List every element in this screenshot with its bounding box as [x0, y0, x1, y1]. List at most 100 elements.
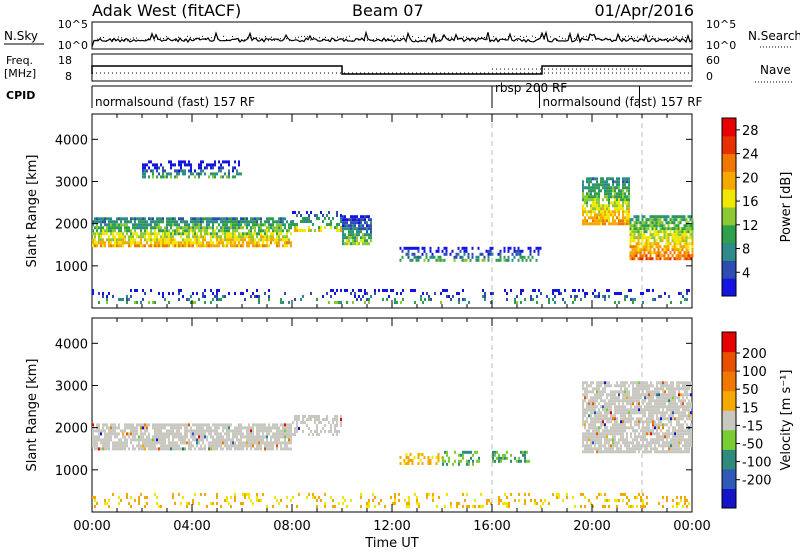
velocity-cell — [176, 426, 178, 430]
velocity-cell — [628, 393, 630, 397]
velocity-cell — [600, 417, 602, 421]
velocity-cell — [604, 387, 606, 391]
power-cell — [342, 218, 344, 222]
power-cell — [620, 292, 622, 295]
velocity-cell — [650, 381, 652, 385]
power-cell — [336, 229, 338, 232]
velocity-cell — [306, 418, 308, 421]
power-cell — [516, 295, 518, 298]
velocity-cell — [668, 396, 670, 400]
power-cell — [598, 186, 600, 190]
power-cell — [517, 252, 520, 256]
power-cell — [232, 166, 234, 170]
power-cell — [276, 244, 278, 248]
velocity-cell — [648, 399, 650, 403]
velocity-cell — [524, 493, 526, 496]
power-cell — [262, 241, 264, 245]
velocity-cell — [610, 417, 612, 421]
velocity-cell — [164, 435, 166, 439]
velocity-cell — [296, 421, 298, 424]
velocity-cell — [268, 429, 270, 433]
power-cell — [629, 236, 632, 240]
velocity-cell — [421, 453, 424, 456]
velocity-cell — [622, 426, 624, 430]
velocity-cell — [216, 438, 218, 442]
velocity-cell — [244, 441, 246, 445]
power-cell — [184, 241, 186, 245]
power-cell — [170, 175, 172, 179]
velocity-cell — [634, 420, 636, 424]
velocity-cell — [146, 502, 148, 505]
power-cell — [651, 218, 654, 222]
power-cell — [588, 183, 590, 187]
power-cell — [592, 216, 594, 220]
velocity-cell — [582, 444, 584, 448]
velocity-cell — [620, 384, 622, 388]
velocity-cell — [240, 426, 242, 430]
power-cell — [198, 244, 200, 248]
velocity-cell — [656, 411, 658, 415]
power-cell — [521, 258, 524, 262]
velocity-cell — [686, 402, 688, 406]
velocity-cell — [230, 429, 232, 433]
velocity-cell — [276, 499, 278, 502]
power-cell — [596, 216, 598, 220]
velocity-cell — [690, 438, 692, 442]
velocity-cell — [598, 493, 600, 496]
power-cell — [140, 220, 142, 224]
power-cell — [539, 246, 542, 250]
velocity-cell — [144, 444, 146, 448]
power-cell — [294, 229, 296, 232]
power-cell — [681, 230, 684, 234]
power-cell — [412, 289, 414, 292]
power-cell — [170, 166, 172, 170]
power-cell — [158, 220, 160, 224]
velocity-cell — [204, 423, 206, 427]
velocity-cell — [658, 402, 660, 406]
velocity-cell — [276, 441, 278, 445]
power-cell — [649, 215, 652, 219]
velocity-cell — [592, 450, 594, 454]
power-cell — [122, 238, 124, 242]
velocity-cell — [682, 505, 684, 508]
power-cell — [687, 230, 690, 234]
velocity-cell — [114, 426, 116, 430]
power-cell — [364, 227, 366, 231]
velocity-cell — [190, 426, 192, 430]
power-cell — [188, 235, 190, 239]
power-cell — [184, 238, 186, 242]
power-cell — [358, 224, 360, 228]
velocity-cell — [672, 447, 674, 451]
velocity-cell — [256, 441, 258, 445]
power-cell — [643, 227, 646, 231]
velocity-cell — [684, 399, 686, 403]
velocity-cell — [596, 438, 598, 442]
power-cell — [228, 169, 230, 173]
velocity-cell — [112, 493, 114, 496]
velocity-cell — [252, 426, 254, 430]
velocity-cell — [588, 499, 590, 502]
velocity-cell — [602, 444, 604, 448]
power-cell — [507, 255, 510, 259]
power-cell — [178, 160, 180, 164]
power-cell — [594, 289, 596, 292]
velocity-cell — [498, 459, 500, 463]
power-cell — [254, 244, 256, 248]
velocity-cell — [664, 381, 666, 385]
power-cell — [192, 223, 194, 227]
power-cell — [212, 217, 214, 221]
velocity-cell — [676, 450, 678, 454]
velocity-cell — [690, 432, 692, 436]
velocity-cell — [604, 381, 606, 385]
velocity-cell — [614, 450, 616, 454]
power-cell — [126, 241, 128, 245]
power-cell — [635, 254, 638, 258]
velocity-cell — [658, 444, 660, 448]
power-cbar-label: 24 — [742, 148, 759, 163]
velocity-cell — [630, 381, 632, 385]
power-cell — [612, 219, 614, 223]
power-cell — [258, 301, 260, 304]
velocity-cell — [652, 438, 654, 442]
velocity-cell — [600, 414, 602, 418]
power-cell — [667, 239, 670, 243]
